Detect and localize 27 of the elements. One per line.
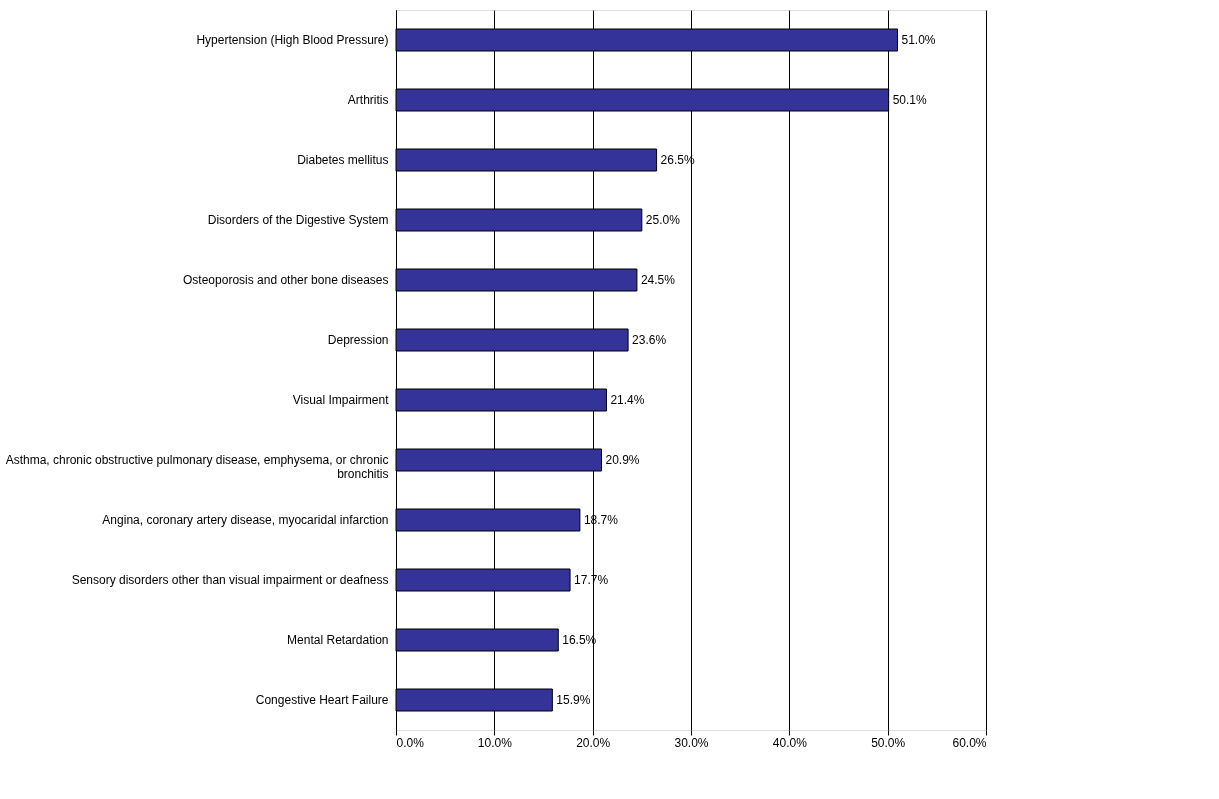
data-label: 21.4% xyxy=(610,393,645,407)
data-label: 25.0% xyxy=(645,213,681,227)
y-tick-label: Visual Impairment xyxy=(292,393,390,407)
data-label: 20.9% xyxy=(605,453,640,467)
y-tick-label: Disorders of the Digestive System xyxy=(207,213,389,227)
y-tick-label: Angina, coronary artery disease, myocaridal infarction xyxy=(102,513,389,527)
y-tick-label: Asthma, chronic obstructive pulmonary disease, emphysema, or chronic bronchitis xyxy=(5,453,389,481)
y-tick-label: Mental Retardation xyxy=(287,633,389,647)
y-tick-label: Depression xyxy=(327,333,389,347)
x-tick-label: 30.0% xyxy=(674,735,709,750)
y-tick-label: Arthritis xyxy=(347,93,389,107)
x-tick-label: 20.0% xyxy=(576,735,611,750)
data-label: 50.1% xyxy=(892,93,928,107)
x-tick-label: 50.0% xyxy=(871,735,906,750)
x-tick-label: 0.0% xyxy=(396,735,425,750)
data-label: 15.9% xyxy=(556,693,591,707)
y-tick-label: Osteoporosis and other bone diseases xyxy=(183,273,389,287)
y-tick-label: Diabetes mellitus xyxy=(297,153,389,167)
x-tick-label: 40.0% xyxy=(772,735,808,750)
x-tick-label: 10.0% xyxy=(477,735,513,750)
y-tick-label: Sensory disorders other than visual impairment or deafness xyxy=(71,573,389,587)
x-tick-label: 60.0% xyxy=(952,735,987,750)
y-tick-label: Congestive Heart Failure xyxy=(255,693,389,707)
data-label: 51.0% xyxy=(901,33,936,47)
data-label: 23.6% xyxy=(632,333,667,347)
data-label: 24.5% xyxy=(640,273,676,287)
y-tick-label: Hypertension (High Blood Pressure) xyxy=(196,33,389,47)
